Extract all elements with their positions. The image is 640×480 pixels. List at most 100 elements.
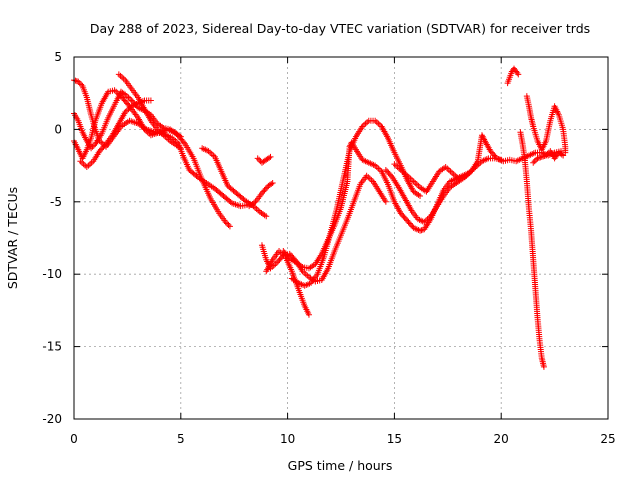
data-point bbox=[384, 168, 391, 175]
data-point bbox=[531, 158, 538, 165]
data-point bbox=[405, 219, 412, 226]
series-arc11 bbox=[280, 139, 473, 272]
series-arc18 bbox=[530, 148, 567, 166]
x-tick-label: 25 bbox=[600, 432, 615, 446]
data-point bbox=[240, 196, 247, 203]
y-tick-label: -5 bbox=[50, 195, 62, 209]
data-point bbox=[268, 180, 275, 187]
series-arc8 bbox=[258, 172, 389, 285]
data-point bbox=[227, 199, 234, 206]
data-point bbox=[543, 152, 550, 159]
data-point bbox=[385, 169, 392, 176]
data-point bbox=[261, 187, 268, 194]
data-point bbox=[266, 154, 273, 161]
y-tick-label: -15 bbox=[42, 340, 62, 354]
series-arc1 bbox=[71, 77, 253, 210]
data-point bbox=[282, 250, 289, 257]
data-point bbox=[99, 145, 106, 152]
x-tick-label: 10 bbox=[280, 432, 295, 446]
series-arc16 bbox=[517, 129, 547, 370]
data-point bbox=[258, 190, 265, 197]
data-point bbox=[305, 311, 312, 318]
data-point bbox=[417, 193, 424, 200]
data-point bbox=[226, 223, 233, 230]
data-point bbox=[180, 139, 187, 146]
data-point bbox=[387, 172, 394, 179]
data-point bbox=[399, 211, 406, 218]
data-point bbox=[544, 151, 551, 158]
data-point bbox=[263, 213, 270, 220]
data-point bbox=[277, 255, 284, 262]
data-point bbox=[404, 217, 411, 224]
data-point bbox=[382, 166, 389, 173]
data-point bbox=[273, 259, 280, 266]
data-point bbox=[89, 143, 96, 150]
data-point bbox=[256, 156, 263, 163]
data-point bbox=[284, 252, 291, 259]
data-point bbox=[487, 148, 494, 155]
series-arc5 bbox=[115, 71, 184, 152]
y-tick-label: -10 bbox=[42, 267, 62, 281]
data-point bbox=[560, 152, 567, 159]
data-point bbox=[147, 97, 154, 104]
data-point bbox=[176, 144, 183, 151]
data-point bbox=[97, 146, 104, 153]
plot-frame bbox=[73, 56, 609, 420]
axis-ticks bbox=[73, 56, 609, 420]
data-point bbox=[558, 151, 565, 158]
data-point bbox=[281, 249, 288, 256]
x-axis-label: GPS time / hours bbox=[288, 458, 393, 473]
data-point bbox=[96, 148, 103, 155]
data-point bbox=[276, 256, 283, 263]
data-point bbox=[177, 133, 184, 140]
series-arc10 bbox=[246, 179, 276, 210]
data-point bbox=[280, 248, 287, 255]
data-point bbox=[397, 210, 404, 217]
y-tick-label: 0 bbox=[54, 122, 62, 136]
y-tick-label: -20 bbox=[42, 412, 62, 426]
series-arc14 bbox=[391, 132, 565, 195]
chart-title: Day 288 of 2023, Sidereal Day-to-day VTE… bbox=[90, 21, 590, 36]
x-tick-label: 15 bbox=[387, 432, 402, 446]
data-point bbox=[382, 198, 389, 205]
data-point bbox=[285, 253, 292, 260]
data-point bbox=[400, 213, 407, 220]
data-point bbox=[515, 71, 522, 78]
data-point bbox=[478, 132, 485, 139]
data-marks bbox=[71, 65, 569, 370]
data-point bbox=[406, 220, 413, 227]
data-point bbox=[78, 81, 85, 88]
series-arc7 bbox=[254, 153, 274, 166]
data-point bbox=[76, 80, 83, 87]
data-point bbox=[402, 216, 409, 223]
series-arc4 bbox=[77, 97, 154, 171]
series-arc6 bbox=[199, 145, 270, 220]
series-arc15 bbox=[504, 65, 522, 87]
data-point bbox=[90, 142, 97, 149]
data-point bbox=[401, 214, 408, 221]
data-point bbox=[177, 145, 184, 152]
x-tick-label: 20 bbox=[494, 432, 509, 446]
series-arc3 bbox=[71, 87, 184, 162]
data-point bbox=[260, 188, 267, 195]
data-point bbox=[514, 69, 521, 76]
data-point bbox=[490, 151, 497, 158]
data-point bbox=[267, 153, 274, 160]
data-point bbox=[275, 258, 282, 265]
data-point bbox=[222, 219, 229, 226]
data-point bbox=[488, 149, 495, 156]
data-point bbox=[408, 221, 415, 228]
data-point bbox=[269, 179, 276, 186]
data-point bbox=[128, 97, 135, 104]
data-point bbox=[75, 78, 82, 85]
data-point bbox=[101, 142, 108, 149]
data-point bbox=[530, 159, 537, 166]
data-point bbox=[386, 171, 393, 178]
x-tick-label: 0 bbox=[70, 432, 78, 446]
data-point bbox=[262, 185, 269, 192]
y-axis-label: SDTVAR / TECUs bbox=[5, 187, 20, 289]
data-point bbox=[479, 133, 486, 140]
data-point bbox=[540, 363, 547, 370]
y-tick-label: 5 bbox=[54, 50, 62, 64]
